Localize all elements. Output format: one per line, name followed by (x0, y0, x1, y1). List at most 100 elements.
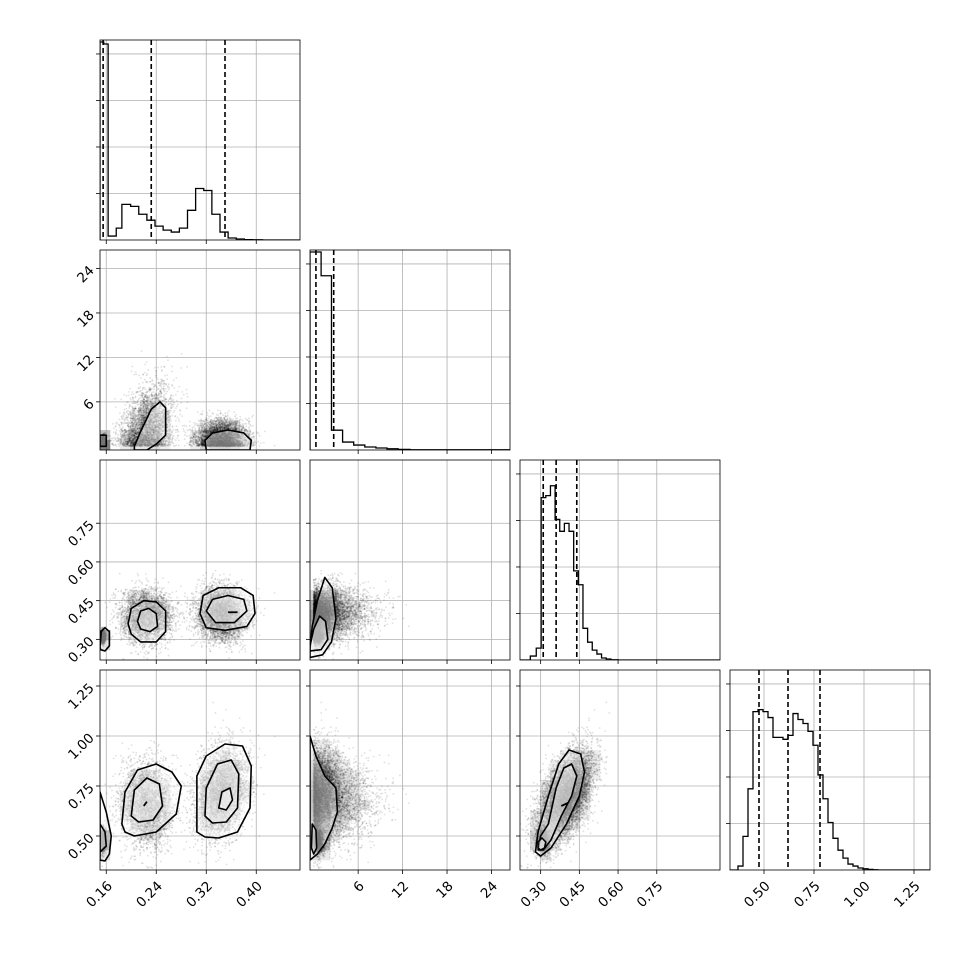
scatter-point (113, 432, 115, 434)
scatter-point (176, 400, 178, 402)
scatter-point (123, 436, 125, 438)
scatter-point (129, 429, 131, 431)
scatter-point (146, 408, 148, 410)
scatter-point (129, 411, 131, 413)
scatter-point (161, 443, 163, 445)
scatter-point (117, 438, 119, 440)
scatter-point (112, 444, 114, 446)
scatter-point (115, 431, 117, 433)
scatter-point (137, 387, 139, 389)
scatter-point (161, 393, 163, 395)
scatter-point (129, 439, 131, 441)
scatter-point (175, 429, 177, 431)
scatter-point (127, 420, 129, 422)
scatter-point (166, 374, 168, 376)
scatter-point (141, 350, 143, 352)
scatter-point (140, 405, 142, 407)
scatter-point (118, 419, 120, 421)
scatter-point (171, 434, 173, 436)
scatter-point (138, 420, 140, 422)
scatter-point (155, 375, 157, 377)
scatter-point (160, 366, 162, 368)
scatter-point (129, 417, 131, 419)
scatter-point (130, 445, 132, 447)
scatter-point (147, 402, 149, 404)
scatter-point (163, 382, 165, 384)
scatter-point (147, 369, 149, 371)
scatter-point (140, 377, 142, 379)
scatter-point (119, 440, 121, 442)
scatter-point (142, 387, 144, 389)
scatter-point (186, 407, 188, 409)
scatter-point (128, 426, 130, 428)
scatter-point (157, 444, 159, 446)
scatter-point (179, 421, 181, 423)
scatter-point (124, 422, 126, 424)
scatter-point (142, 392, 144, 394)
scatter-point (125, 431, 127, 433)
scatter-point (135, 408, 137, 410)
scatter-point (177, 431, 179, 433)
scatter-point (144, 372, 146, 374)
scatter-point (165, 393, 167, 395)
scatter-point (178, 445, 180, 447)
scatter-point (157, 398, 159, 400)
scatter-point (122, 434, 124, 436)
scatter-point (113, 437, 115, 439)
scatter-point (186, 393, 188, 395)
scatter-point (123, 444, 125, 446)
scatter-point (169, 428, 171, 430)
scatter-point (123, 411, 125, 413)
scatter-point (138, 383, 140, 385)
scatter-point (133, 400, 135, 402)
scatter-point (158, 388, 160, 390)
scatter-point (146, 400, 148, 402)
scatter-point (140, 411, 142, 413)
scatter-point (168, 383, 170, 385)
scatter-point (114, 443, 116, 445)
scatter-point (112, 423, 114, 425)
scatter-point (167, 420, 169, 422)
scatter-point (134, 435, 136, 437)
scatter-point (127, 401, 129, 403)
scatter-point (111, 438, 113, 440)
scatter-point (164, 375, 166, 377)
scatter-point (128, 421, 130, 423)
scatter-point (133, 419, 135, 421)
scatter-point (177, 417, 179, 419)
scatter-point (120, 433, 122, 435)
scatter-point (173, 445, 175, 447)
scatter-point (121, 431, 123, 433)
scatter-point (142, 403, 144, 405)
scatter-point (115, 445, 117, 447)
scatter-point (154, 394, 156, 396)
scatter-point (166, 411, 168, 413)
scatter-point (124, 409, 126, 411)
scatter-point (144, 396, 146, 398)
scatter-point (132, 440, 134, 442)
scatter-point (168, 404, 170, 406)
scatter-point (114, 398, 116, 400)
scatter-point (164, 391, 166, 393)
scatter-point (163, 385, 165, 387)
scatter-point (159, 385, 161, 387)
scatter-point (132, 408, 134, 410)
scatter-point (162, 388, 164, 390)
scatter-point (134, 406, 136, 408)
scatter-point (153, 391, 155, 393)
scatter-point (150, 403, 152, 405)
scatter-point (142, 389, 144, 391)
scatter-point (168, 417, 170, 419)
scatter-point (160, 379, 162, 381)
scatter-point (129, 388, 131, 390)
scatter-point (180, 367, 182, 369)
scatter-point (128, 391, 130, 393)
scatter-point (145, 389, 147, 391)
scatter-point (166, 356, 168, 358)
scatter-point (172, 436, 174, 438)
scatter-point (165, 403, 167, 405)
scatter-point (130, 437, 132, 439)
scatter-point (122, 414, 124, 416)
scatter-point (173, 379, 175, 381)
scatter-point (131, 366, 133, 368)
